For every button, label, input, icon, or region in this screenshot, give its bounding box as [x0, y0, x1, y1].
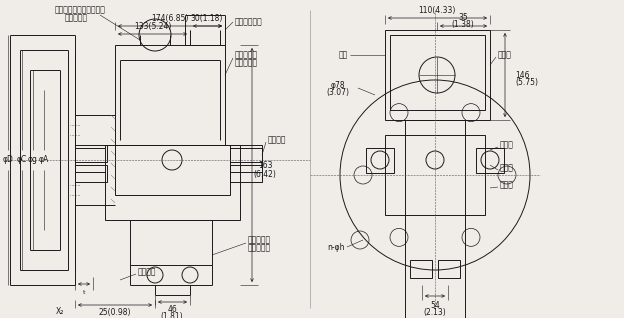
Text: 管道連接: 管道連接: [268, 135, 286, 144]
Text: φC: φC: [17, 156, 27, 164]
Bar: [130, 220, 212, 265]
Bar: [405, 120, 465, 318]
Bar: [438, 260, 460, 278]
Text: (2.13): (2.13): [424, 308, 446, 317]
Bar: [75, 145, 107, 162]
Text: 146: 146: [515, 71, 530, 80]
Text: φA: φA: [39, 156, 49, 164]
Text: φg: φg: [28, 156, 38, 164]
Text: 35: 35: [458, 13, 468, 23]
Bar: [105, 145, 240, 220]
Text: 管道法蘭: 管道法蘭: [138, 267, 157, 276]
Text: n-φh: n-φh: [328, 243, 345, 252]
Text: 端子側: 端子側: [498, 51, 512, 59]
Text: 接地端: 接地端: [500, 141, 514, 149]
Text: 110(4.33): 110(4.33): [418, 5, 456, 15]
Bar: [476, 148, 504, 173]
Text: 調零: 調零: [339, 51, 348, 59]
Bar: [410, 260, 432, 278]
Bar: [366, 148, 394, 173]
Text: 管道連接件: 管道連接件: [248, 236, 271, 245]
Text: 外部顯示表導線管連接口: 外部顯示表導線管連接口: [55, 5, 106, 15]
Text: （可選購）: （可選購）: [65, 13, 88, 23]
Text: 內藏顯示表: 內藏顯示表: [235, 51, 258, 59]
Text: t: t: [83, 291, 85, 295]
Text: φD: φD: [2, 156, 14, 164]
Text: （可選購）: （可選購）: [235, 59, 258, 67]
Text: （可選購）: （可選購）: [248, 244, 271, 252]
Text: 54: 54: [430, 301, 440, 309]
Bar: [385, 135, 485, 215]
Bar: [385, 30, 490, 120]
Text: (3.07): (3.07): [326, 88, 349, 98]
Text: 46: 46: [167, 306, 177, 315]
Text: 排液塞: 排液塞: [500, 181, 514, 190]
Text: X₂: X₂: [56, 308, 64, 316]
Text: 導線管連接口: 導線管連接口: [235, 17, 263, 26]
Text: 133(5.24): 133(5.24): [134, 23, 172, 31]
Text: (6.42): (6.42): [253, 170, 276, 179]
Text: (5.75): (5.75): [515, 79, 538, 87]
Bar: [230, 145, 262, 162]
Bar: [230, 165, 262, 182]
Text: 30(1.18): 30(1.18): [191, 13, 223, 23]
Bar: [75, 165, 107, 182]
Bar: [390, 35, 485, 110]
Text: 163: 163: [258, 161, 272, 169]
Bar: [115, 145, 230, 195]
Text: 174(6.85): 174(6.85): [151, 13, 188, 23]
Text: 排氣塞: 排氣塞: [500, 163, 514, 172]
Text: 25(0.98): 25(0.98): [99, 308, 131, 316]
Bar: [115, 45, 225, 145]
Text: (1.81): (1.81): [161, 312, 183, 318]
Text: φ78: φ78: [331, 80, 345, 89]
Text: (1.38): (1.38): [452, 19, 474, 29]
